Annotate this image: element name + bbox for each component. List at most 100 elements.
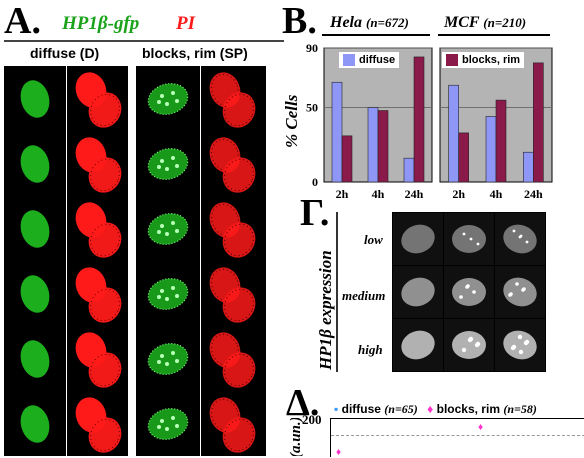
bar bbox=[485, 116, 497, 183]
gfp-nucleus-cell bbox=[4, 196, 66, 260]
x-tick-label: 4h bbox=[372, 187, 385, 201]
bar bbox=[533, 62, 544, 183]
gfp-nucleus-cell bbox=[137, 326, 199, 390]
gfp-nucleus-cell bbox=[137, 261, 199, 325]
x-tick-label: 2h bbox=[452, 187, 465, 201]
expression-nucleus-cell bbox=[444, 213, 494, 265]
pi-nucleus-cell bbox=[67, 66, 129, 130]
hela-title-text: Hela bbox=[330, 14, 362, 31]
panel-b-letter: B. bbox=[282, 0, 317, 42]
panel-g-axis: HP1β expression bbox=[316, 232, 338, 372]
panel-a-rule bbox=[4, 40, 284, 42]
bar bbox=[523, 151, 534, 183]
legend-blocks-label: blocks, rim bbox=[462, 54, 521, 66]
gfp-nucleus-cell bbox=[137, 66, 199, 130]
pi-nucleus-cell bbox=[67, 326, 129, 390]
panel-a-gap bbox=[128, 66, 136, 456]
panel-g-rule bbox=[336, 212, 338, 372]
row-label-low: low bbox=[364, 232, 383, 247]
gfp-nucleus-cell bbox=[4, 391, 66, 455]
gfp-nucleus-cell bbox=[4, 261, 66, 325]
expression-nucleus-cell bbox=[393, 266, 443, 318]
pi-nucleus-cell bbox=[201, 261, 263, 325]
panel-d-legend-blocks: blocks, rim bbox=[436, 402, 500, 416]
legend-diffuse-b: diffuse bbox=[339, 52, 400, 68]
gfp-nucleus-cell bbox=[137, 196, 199, 260]
y-tick-label: 50 bbox=[306, 101, 318, 115]
row-label-medium: medium bbox=[342, 288, 386, 303]
mcf-title-text: MCF bbox=[444, 14, 480, 31]
x-tick-label: 24h bbox=[524, 187, 543, 201]
legend-blocks-swatch bbox=[446, 54, 458, 66]
panel-d-legend-diffuse: diffuse bbox=[341, 402, 381, 416]
gfp-nucleus-cell bbox=[4, 326, 66, 390]
expression-nucleus-cell bbox=[495, 319, 545, 371]
col-label-blocks: blocks, rim (SP) bbox=[142, 45, 248, 61]
panel-d-legend: ▪ diffuse (n=65) ♦ blocks, rim (n=58) bbox=[334, 402, 537, 417]
hela-title: Hela (n=672) bbox=[330, 14, 409, 32]
gfp-nucleus-cell bbox=[4, 131, 66, 195]
mcf-title: MCF (n=210) bbox=[444, 14, 526, 32]
pi-nucleus-cell bbox=[67, 391, 129, 455]
x-tick-label: 24h bbox=[405, 187, 424, 201]
scatter-point: ♦ bbox=[336, 447, 342, 458]
expression-nucleus-cell bbox=[444, 319, 494, 371]
diffuse-marker-icon: ▪ bbox=[334, 402, 339, 416]
panel-d-gridline bbox=[331, 435, 584, 436]
panel-a-divider-1 bbox=[66, 66, 67, 456]
pi-nucleus-cell bbox=[201, 326, 263, 390]
panel-d-plot bbox=[330, 418, 584, 457]
y-tick-label: 0 bbox=[312, 175, 318, 189]
row-label-high: high bbox=[358, 342, 383, 357]
hela-n: (n=672) bbox=[366, 15, 409, 30]
panel-g-letter: Г. bbox=[300, 192, 330, 234]
pi-nucleus-cell bbox=[201, 196, 263, 260]
blocks-marker-icon: ♦ bbox=[427, 402, 434, 416]
panel-a-letter: A. bbox=[4, 0, 41, 42]
panel-d-legend-diffuse-n: (n=65) bbox=[384, 402, 418, 416]
hela-title-rule bbox=[322, 34, 430, 36]
bar bbox=[377, 110, 389, 183]
expression-nucleus-cell bbox=[495, 213, 545, 265]
gfp-nucleus-cell bbox=[4, 66, 66, 130]
scatter-point: ♦ bbox=[478, 422, 484, 433]
mcf-title-rule bbox=[438, 34, 550, 36]
expression-nucleus-cell bbox=[495, 266, 545, 318]
panel-a-title-green: HP1β-gfp bbox=[62, 13, 140, 34]
y-tick-label: 90 bbox=[306, 41, 318, 55]
panel-d-letter: Δ. bbox=[286, 382, 320, 424]
bar bbox=[341, 135, 353, 183]
legend-diffuse-label: diffuse bbox=[359, 54, 396, 66]
bar bbox=[367, 107, 379, 183]
expression-nucleus-cell bbox=[393, 319, 443, 371]
x-tick-label: 4h bbox=[490, 187, 503, 201]
bar bbox=[413, 56, 425, 183]
panel-b-chart: 90 50 0 2h 4h 24h 2h 4h 24h bbox=[306, 41, 553, 201]
expression-nucleus-cell bbox=[444, 266, 494, 318]
pi-nucleus-cell bbox=[201, 391, 263, 455]
bar bbox=[403, 157, 415, 183]
pi-nucleus-cell bbox=[201, 66, 263, 130]
pi-nucleus-cell bbox=[67, 261, 129, 325]
panel-g-axis-text: HP1β expression bbox=[316, 250, 335, 370]
bar bbox=[458, 132, 469, 183]
expression-nucleus-cell bbox=[393, 213, 443, 265]
bar bbox=[495, 99, 507, 183]
panel-a-blocks-grid bbox=[136, 66, 266, 456]
x-tick-label: 2h bbox=[336, 187, 349, 201]
pi-nucleus-cell bbox=[67, 196, 129, 260]
legend-diffuse-swatch bbox=[343, 54, 355, 66]
legend-blocks-b: blocks, rim bbox=[442, 52, 525, 68]
pi-nucleus-cell bbox=[201, 131, 263, 195]
gfp-nucleus-cell bbox=[137, 131, 199, 195]
col-label-diffuse: diffuse (D) bbox=[30, 45, 100, 61]
panel-a-divider-2 bbox=[200, 66, 201, 456]
panel-a-title-red: PI bbox=[176, 13, 195, 34]
gfp-nucleus-cell bbox=[137, 391, 199, 455]
bar bbox=[448, 84, 459, 183]
panel-d-ytick: 200 bbox=[302, 412, 322, 427]
mcf-n: (n=210) bbox=[483, 15, 527, 30]
bar bbox=[331, 81, 343, 183]
panel-d-legend-blocks-n: (n=58) bbox=[503, 402, 537, 416]
pi-nucleus-cell bbox=[67, 131, 129, 195]
